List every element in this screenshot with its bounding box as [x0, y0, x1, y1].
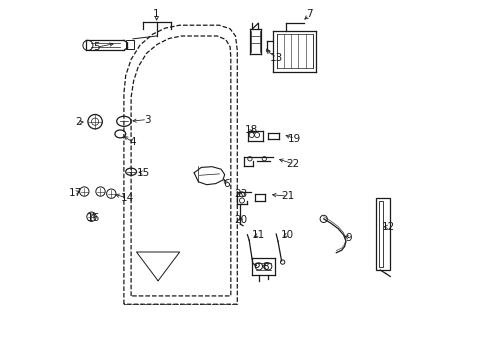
Text: 14: 14	[121, 193, 134, 203]
Text: 5: 5	[93, 42, 100, 52]
Text: 4: 4	[129, 137, 136, 147]
Text: 1: 1	[153, 9, 159, 19]
Text: 8: 8	[262, 262, 268, 272]
Text: 16: 16	[86, 213, 100, 223]
Text: 18: 18	[244, 125, 258, 135]
Text: 3: 3	[143, 114, 150, 125]
Text: 7: 7	[305, 9, 312, 19]
Text: 11: 11	[252, 230, 265, 240]
Text: 15: 15	[137, 168, 150, 178]
Text: 12: 12	[381, 222, 394, 232]
Bar	[378, 201, 382, 267]
Text: 21: 21	[281, 191, 294, 201]
Bar	[125, 40, 133, 49]
Text: 20: 20	[234, 215, 247, 225]
Bar	[375, 198, 389, 270]
Text: 2: 2	[76, 117, 82, 127]
Text: 13: 13	[270, 53, 283, 63]
Text: 17: 17	[68, 188, 82, 198]
Text: 19: 19	[288, 134, 301, 144]
Text: 22: 22	[286, 159, 299, 169]
Text: 9: 9	[345, 233, 351, 243]
Text: 6: 6	[223, 179, 229, 189]
Text: 10: 10	[280, 230, 293, 240]
Text: 23: 23	[234, 189, 247, 199]
